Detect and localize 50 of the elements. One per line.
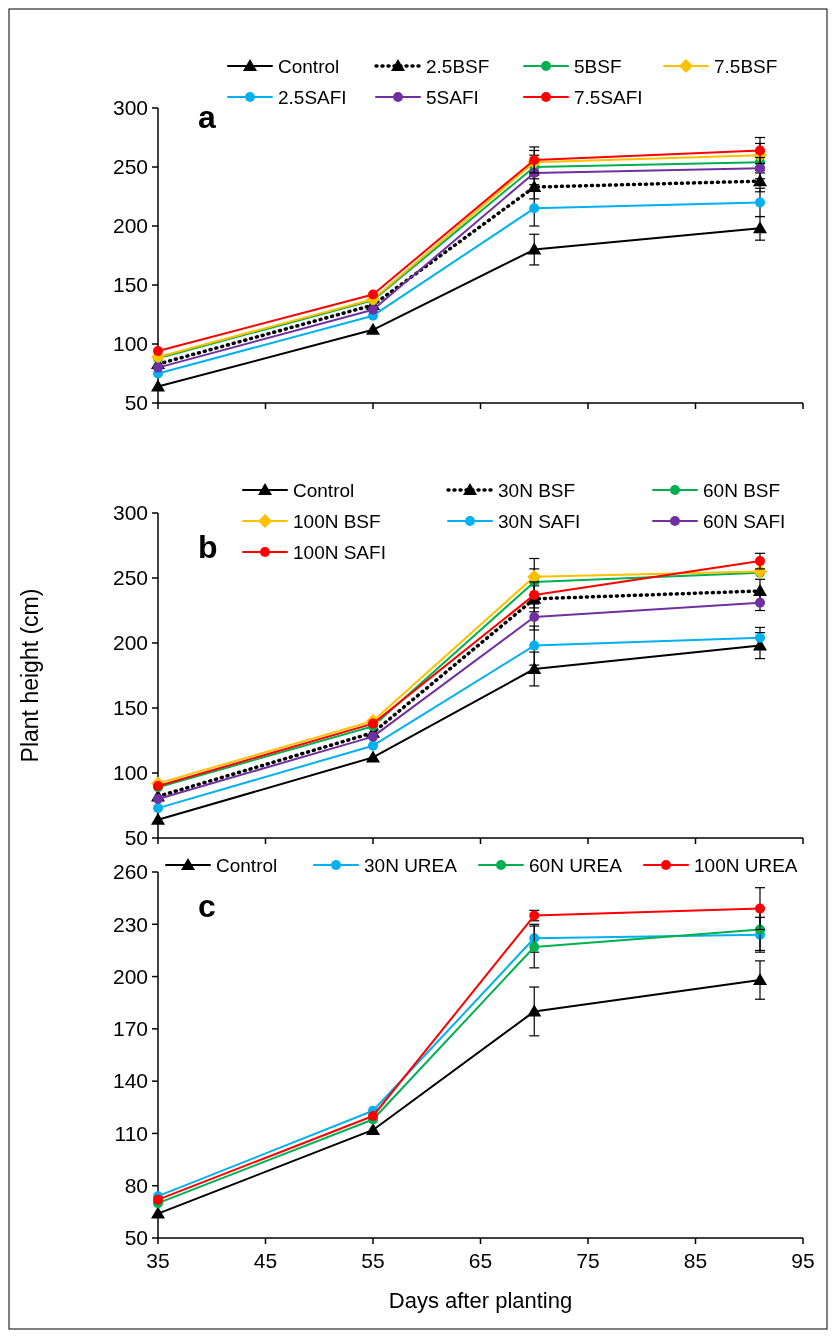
legend-label: Control <box>216 854 278 876</box>
y-tick-label: 100 <box>112 761 148 785</box>
x-axis-title: Days after planting <box>388 1288 573 1313</box>
legend-label: 100N SAFI <box>293 541 386 563</box>
y-axis-title: Plant height (cm) <box>17 588 43 763</box>
legend-label: 7.5BSF <box>714 55 778 77</box>
legend-label: 100N BSF <box>293 510 381 532</box>
y-tick-label: 80 <box>124 1174 148 1198</box>
legend-label: 2.5SAFI <box>278 86 347 108</box>
legend-label: 60N UREA <box>529 854 623 876</box>
y-tick-label: 250 <box>112 566 148 590</box>
legend-label: 7.5SAFI <box>574 86 643 108</box>
legend-label: 5BSF <box>574 55 622 77</box>
annotation: a <box>198 99 216 135</box>
legend-label: 30N UREA <box>364 854 458 876</box>
legend-label: 60N SAFI <box>703 510 786 532</box>
y-tick-label: 50 <box>124 826 148 850</box>
legend-label: 30N BSF <box>498 479 576 501</box>
y-tick-label: 300 <box>112 96 148 120</box>
legend-label: 30N SAFI <box>498 510 581 532</box>
y-tick-label: 260 <box>112 860 148 884</box>
y-tick-label: 100 <box>112 332 148 356</box>
y-tick-label: 150 <box>112 273 148 297</box>
x-tick-label: 55 <box>361 1249 385 1272</box>
x-tick-label: 75 <box>576 1249 600 1272</box>
x-tick-label: 95 <box>791 1249 815 1272</box>
annotation: b <box>198 529 218 565</box>
x-tick-label: 35 <box>146 1249 170 1272</box>
y-tick-label: 110 <box>114 1121 148 1145</box>
legend-label: Control <box>293 479 355 501</box>
y-tick-label: 300 <box>112 501 148 525</box>
y-tick-label: 200 <box>112 964 148 988</box>
y-tick-label: 140 <box>112 1069 148 1093</box>
x-tick-label: 65 <box>468 1249 493 1272</box>
legend-label: Control <box>278 55 340 77</box>
y-tick-label: 50 <box>124 1226 148 1250</box>
legend-label: 60N BSF <box>703 479 781 501</box>
y-tick-label: 200 <box>112 214 148 238</box>
legend-label: 5SAFI <box>426 86 479 108</box>
y-tick-label: 250 <box>112 155 148 179</box>
legend-label: 100N UREA <box>694 854 798 876</box>
x-tick-label: 45 <box>253 1249 278 1272</box>
x-tick-label: 85 <box>683 1249 708 1272</box>
legend-label: 2.5BSF <box>426 55 490 77</box>
y-tick-label: 170 <box>112 1017 148 1041</box>
annotation: c <box>198 888 216 924</box>
y-tick-label: 150 <box>112 696 148 720</box>
y-tick-label: 230 <box>112 912 148 936</box>
y-tick-label: 50 <box>124 391 148 415</box>
y-tick-label: 200 <box>112 631 148 655</box>
